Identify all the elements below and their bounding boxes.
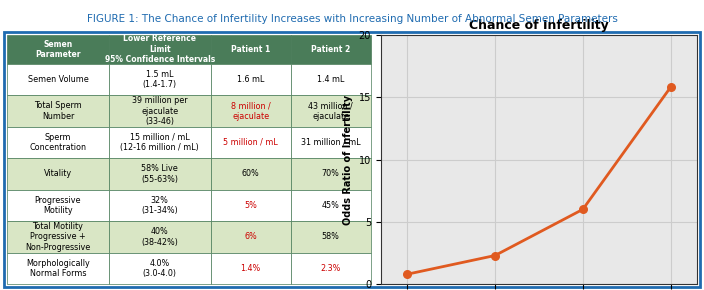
FancyBboxPatch shape <box>109 64 210 95</box>
FancyBboxPatch shape <box>109 221 210 253</box>
Text: 58% Live
(55-63%): 58% Live (55-63%) <box>142 164 178 184</box>
FancyBboxPatch shape <box>109 253 210 284</box>
Point <box>489 253 501 258</box>
Text: 8 million /
ejaculate: 8 million / ejaculate <box>231 101 270 121</box>
Text: Patient 2: Patient 2 <box>311 45 351 54</box>
FancyBboxPatch shape <box>109 190 210 221</box>
Text: 70%: 70% <box>322 169 339 178</box>
FancyBboxPatch shape <box>291 190 370 221</box>
FancyBboxPatch shape <box>210 158 291 190</box>
Text: 39 million per
ejaculate
(33-46): 39 million per ejaculate (33-46) <box>132 96 187 126</box>
FancyBboxPatch shape <box>291 95 370 127</box>
FancyBboxPatch shape <box>109 127 210 158</box>
Text: 40%
(38-42%): 40% (38-42%) <box>142 227 178 247</box>
FancyBboxPatch shape <box>210 64 291 95</box>
Text: 1.6 mL: 1.6 mL <box>237 75 264 84</box>
Text: Total Sperm
Number: Total Sperm Number <box>34 101 82 121</box>
Text: 1.5 mL
(1.4-1.7): 1.5 mL (1.4-1.7) <box>143 70 177 89</box>
Point <box>401 272 413 277</box>
FancyBboxPatch shape <box>291 35 370 64</box>
FancyBboxPatch shape <box>210 95 291 127</box>
Title: Chance of Infertility: Chance of Infertility <box>469 19 609 32</box>
Text: 2.3%: 2.3% <box>320 264 341 273</box>
FancyBboxPatch shape <box>210 221 291 253</box>
FancyBboxPatch shape <box>109 158 210 190</box>
Text: 5 million / mL: 5 million / mL <box>223 138 278 147</box>
Text: Semen Volume: Semen Volume <box>27 75 88 84</box>
Point <box>577 207 589 212</box>
Text: Lower Reference
Limit
95% Confidence Intervals: Lower Reference Limit 95% Confidence Int… <box>105 35 215 64</box>
FancyBboxPatch shape <box>291 158 370 190</box>
Y-axis label: Odds Ratio of Infertility: Odds Ratio of Infertility <box>343 95 353 224</box>
FancyBboxPatch shape <box>7 64 109 95</box>
FancyBboxPatch shape <box>7 190 109 221</box>
FancyBboxPatch shape <box>7 253 109 284</box>
Text: Sperm
Concentration: Sperm Concentration <box>30 133 87 152</box>
Text: FIGURE 1: The Chance of Infertility Increases with Increasing Number of Abnormal: FIGURE 1: The Chance of Infertility Incr… <box>87 14 617 24</box>
FancyBboxPatch shape <box>7 35 109 64</box>
Text: 1.4 mL: 1.4 mL <box>317 75 344 84</box>
FancyBboxPatch shape <box>291 127 370 158</box>
Text: 32%
(31-34%): 32% (31-34%) <box>142 196 178 215</box>
FancyBboxPatch shape <box>7 158 109 190</box>
Point <box>665 85 677 90</box>
FancyBboxPatch shape <box>210 253 291 284</box>
Text: 6%: 6% <box>244 233 257 242</box>
Text: Morphologically
Normal Forms: Morphologically Normal Forms <box>26 259 90 278</box>
FancyBboxPatch shape <box>7 221 109 253</box>
Text: 5%: 5% <box>244 201 257 210</box>
FancyBboxPatch shape <box>109 95 210 127</box>
Text: 4.0%
(3.0-4.0): 4.0% (3.0-4.0) <box>143 259 177 278</box>
Text: 60%: 60% <box>241 169 260 178</box>
FancyBboxPatch shape <box>210 35 291 64</box>
Text: 31 million / mL: 31 million / mL <box>301 138 360 147</box>
FancyBboxPatch shape <box>291 64 370 95</box>
Text: 58%: 58% <box>322 233 339 242</box>
Text: Total Motility
Progressive +
Non-Progressive: Total Motility Progressive + Non-Progres… <box>25 222 91 252</box>
Text: 15 million / mL
(12-16 million / mL): 15 million / mL (12-16 million / mL) <box>120 133 199 152</box>
FancyBboxPatch shape <box>7 95 109 127</box>
FancyBboxPatch shape <box>7 127 109 158</box>
Text: Vitality: Vitality <box>44 169 72 178</box>
Text: Semen
Parameter: Semen Parameter <box>35 40 81 59</box>
Text: 43 million /
ejaculate: 43 million / ejaculate <box>308 101 353 121</box>
FancyBboxPatch shape <box>109 35 210 64</box>
FancyBboxPatch shape <box>291 253 370 284</box>
FancyBboxPatch shape <box>210 127 291 158</box>
FancyBboxPatch shape <box>291 221 370 253</box>
Text: Patient 1: Patient 1 <box>231 45 270 54</box>
Text: 45%: 45% <box>322 201 339 210</box>
FancyBboxPatch shape <box>210 190 291 221</box>
Text: Progressive
Motility: Progressive Motility <box>34 196 81 215</box>
Text: 1.4%: 1.4% <box>241 264 260 273</box>
